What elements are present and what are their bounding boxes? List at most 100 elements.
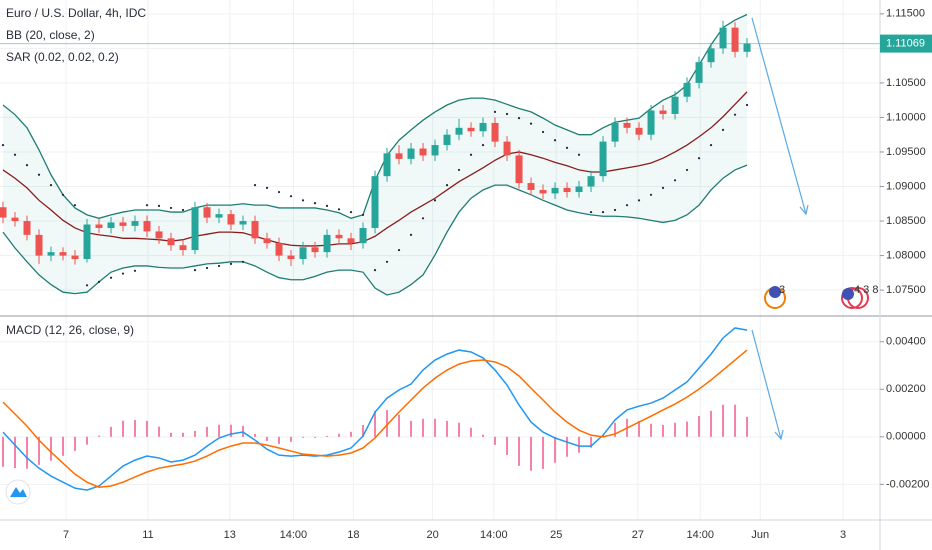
candle-body (35, 234, 43, 256)
arrow-head[interactable] (774, 429, 784, 441)
histogram-bar (566, 436, 569, 457)
candle-body (695, 62, 703, 83)
candle-body (743, 43, 751, 52)
candle-body (95, 224, 103, 228)
x-tick-label: 18 (347, 529, 359, 541)
sar-dot (445, 184, 449, 187)
histogram-bar (278, 436, 281, 444)
sar-dot (457, 168, 461, 172)
candle-body (719, 27, 727, 49)
histogram-bar (362, 424, 365, 437)
histogram-bar (254, 433, 257, 437)
histogram-bar (686, 421, 689, 437)
candle-body (431, 145, 439, 156)
candle-body (227, 214, 235, 225)
candle-body (107, 222, 115, 228)
candle-body (527, 183, 535, 190)
sar-dot (49, 184, 53, 187)
histogram-bar (554, 436, 557, 463)
sar-dot (85, 284, 89, 287)
histogram-bar (302, 436, 305, 438)
indicator-legend[interactable]: BB (20, close, 2) (6, 28, 95, 42)
band-lower (2, 164, 748, 296)
arrow-line[interactable] (751, 17, 807, 215)
candle-body (131, 221, 139, 226)
event-badge[interactable]: 4 3 8 (841, 284, 878, 309)
candle-body (611, 122, 619, 142)
histogram-bar (494, 436, 497, 445)
y-tick-label: 1.07500 (886, 284, 926, 296)
candle-body (419, 148, 427, 156)
sar-dot (577, 153, 581, 156)
candle-body (167, 238, 175, 246)
y-tick-label: 0.00400 (886, 336, 926, 348)
sar-dot (193, 268, 197, 272)
y-tick-label: 1.11500 (886, 8, 925, 20)
sar-dot (721, 128, 725, 131)
sar-dot (529, 122, 533, 125)
candle-body (215, 214, 223, 218)
sar-dot (469, 153, 473, 156)
histogram-bar (746, 416, 749, 437)
histogram-bar (146, 420, 149, 437)
sar-dot (313, 201, 317, 205)
candle-body (83, 224, 91, 260)
sar-dot (637, 199, 641, 202)
sar-dot (205, 266, 209, 270)
candle-body (671, 96, 679, 114)
candle-body (551, 187, 559, 194)
histogram-bar (410, 420, 413, 437)
histogram-bar (482, 434, 485, 437)
y-tick-label: 1.08500 (886, 215, 926, 227)
logo-icon (10, 487, 27, 497)
arrow-line[interactable] (751, 329, 782, 440)
arrow-head[interactable] (799, 204, 809, 216)
candle-body (515, 155, 523, 184)
x-tick-label: 14:00 (280, 529, 308, 541)
histogram-bar (434, 418, 437, 437)
sar-dot (253, 184, 257, 187)
sar-dot (421, 217, 425, 220)
sar-dot (121, 272, 125, 275)
histogram-bar (158, 426, 161, 437)
x-tick-label: 13 (224, 529, 236, 541)
sar-dot (625, 204, 629, 207)
sar-dot (61, 193, 65, 196)
candle-body (311, 247, 319, 253)
y-tick-label: 1.08000 (886, 249, 926, 261)
histogram-bar (50, 436, 53, 461)
logo[interactable] (5, 479, 31, 505)
candle-body (503, 141, 511, 156)
sar-dot (13, 153, 17, 156)
sar-dot (385, 260, 389, 263)
y-tick-label: 1.09000 (886, 180, 926, 192)
x-tick-label: 14:00 (686, 529, 714, 541)
grid-layer (0, 0, 880, 520)
x-tick-label: 7 (63, 529, 69, 541)
candle-body (647, 110, 655, 135)
series-line (2, 349, 748, 488)
histogram-bar (350, 431, 353, 437)
sar-dot (409, 233, 413, 236)
candle-body (599, 141, 607, 177)
candle-body (587, 176, 595, 187)
sar-dot (325, 204, 329, 207)
event-badge[interactable]: 3 (764, 284, 786, 309)
sar-dot (181, 208, 185, 212)
candle-body (0, 207, 7, 218)
band-fill (3, 14, 748, 295)
sar-dot (289, 195, 293, 198)
candle-body (359, 227, 367, 244)
sar-dot (505, 112, 509, 116)
indicator-legend[interactable]: SAR (0.02, 0.02, 0.2) (6, 50, 119, 64)
sar-dot (397, 248, 401, 252)
sar-dot (685, 168, 689, 172)
sar-dot (373, 268, 377, 272)
histogram-bar (182, 432, 185, 437)
indicator-legend[interactable]: MACD (12, 26, close, 9) (6, 323, 134, 337)
x-tick-label: 25 (550, 529, 562, 541)
sar-dot (169, 206, 173, 210)
drawing-arrows[interactable] (751, 17, 809, 441)
